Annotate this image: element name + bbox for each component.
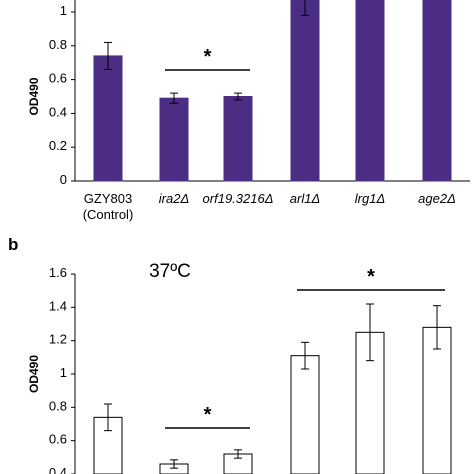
y-tick-label: 0.4 [49,465,67,474]
significance-star: * [204,404,212,426]
error-bar [234,92,242,101]
bar [159,97,189,182]
error-bar [366,303,374,362]
y-tick-label: 1.2 [49,332,67,347]
error-bar [170,92,178,104]
bar [422,326,452,474]
error-bar [433,305,441,350]
panel-label: b [8,235,18,254]
error-bar [234,449,242,459]
y-tick-label: 0.2 [49,139,67,154]
x-tick-label: lrg1Δ [355,191,385,206]
chart-title: 37ºC [149,261,191,282]
y-tick-label: 1 [60,365,67,380]
significance-star: * [367,266,375,288]
y-axis-label: OD490 [27,77,41,115]
error-bar [301,0,309,16]
error-bar [170,459,178,469]
bar [223,96,253,182]
x-tick-label: orf19.3216Δ [203,191,274,206]
bar [355,0,385,182]
x-tick-label: arl1Δ [290,191,320,206]
y-tick-label: 0 [60,172,67,187]
bar [93,55,123,182]
y-tick-label: 1.6 [49,265,67,280]
bar [290,0,320,182]
y-tick-label: 0.8 [49,37,67,52]
y-tick-label: 0.8 [49,399,67,414]
x-tick-label: GZY803 (Control) [83,191,134,222]
error-bar [104,403,112,432]
y-axis-label: OD490 [27,355,41,393]
error-bar [301,341,309,370]
y-tick-label: 1.4 [49,299,67,314]
error-bar [104,41,112,70]
bar [290,355,320,474]
x-tick-label: ira2Δ [159,191,189,206]
bar [422,0,452,182]
y-tick-label: 0.6 [49,71,67,86]
y-tick-label: 0.4 [49,105,67,120]
y-tick-label: 1 [60,3,67,18]
significance-star: * [204,46,212,68]
y-tick-label: 0.6 [49,432,67,447]
x-tick-label: age2Δ [418,191,456,206]
